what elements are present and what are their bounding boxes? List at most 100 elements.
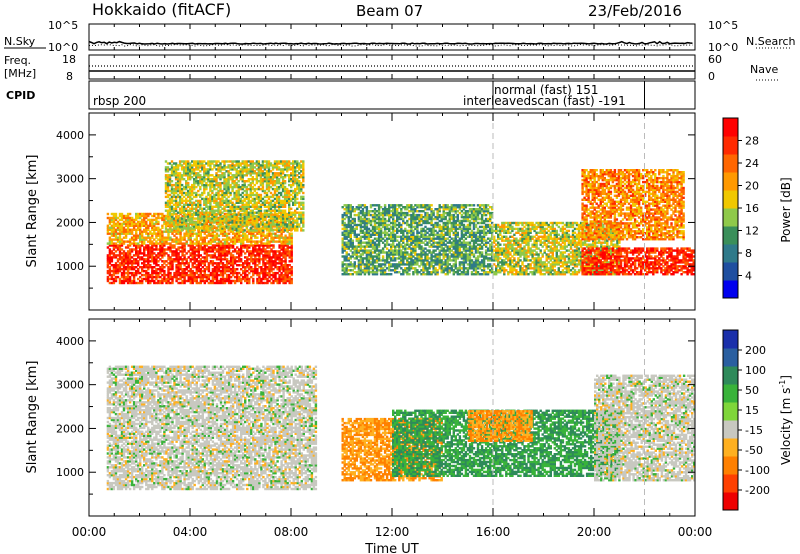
- heatmap-cell: [108, 273, 112, 277]
- heatmap-cell: [213, 178, 216, 181]
- heatmap-cell: [172, 199, 176, 203]
- heatmap-cell: [179, 234, 182, 237]
- heatmap-cell: [298, 205, 301, 208]
- heatmap-cell: [375, 259, 379, 262]
- heatmap-cell: [170, 213, 174, 216]
- heatmap-cell: [112, 228, 116, 231]
- heatmap-cell: [183, 244, 186, 247]
- heatmap-cell: [207, 168, 210, 171]
- heatmap-cell: [118, 264, 122, 267]
- heatmap-cell: [275, 176, 279, 179]
- heatmap-cell: [288, 176, 291, 179]
- heatmap-cell: [396, 243, 399, 246]
- heatmap-cell: [237, 191, 240, 195]
- heatmap-cell: [235, 227, 238, 230]
- heatmap-cell: [153, 266, 156, 269]
- heatmap-cell: [367, 231, 371, 234]
- heatmap-cell: [279, 205, 283, 208]
- heatmap-cell: [274, 275, 277, 279]
- heatmap-cell: [189, 221, 192, 224]
- heatmap-cell: [183, 254, 186, 257]
- heatmap-cell: [219, 219, 222, 222]
- heatmap-cell: [377, 243, 381, 246]
- heatmap-cell: [176, 229, 180, 232]
- heatmap-cell: [383, 265, 387, 268]
- heatmap-cell: [185, 227, 188, 230]
- heatmap-cell: [219, 181, 222, 185]
- heatmap-cell: [375, 227, 379, 231]
- heatmap-cell: [373, 215, 377, 219]
- heatmap-cell: [233, 275, 237, 279]
- heatmap-cell: [347, 247, 350, 250]
- heatmap-cell: [221, 262, 225, 265]
- heatmap-cell: [388, 217, 391, 221]
- heatmap-cell: [233, 217, 236, 220]
- heatmap-cell: [143, 258, 146, 261]
- heatmap-cell: [229, 262, 233, 265]
- heatmap-cell: [215, 215, 218, 218]
- heatmap-cell: [223, 174, 226, 177]
- heatmap-cell: [261, 172, 265, 175]
- heatmap-cell: [298, 203, 301, 206]
- heatmap-cell: [390, 237, 393, 240]
- heatmap-cell: [221, 246, 225, 249]
- heatmap-cell: [128, 266, 132, 269]
- heatmap-cell: [227, 166, 230, 169]
- heatmap-cell: [233, 197, 236, 201]
- heatmap-cell: [170, 160, 174, 163]
- heatmap-cell: [201, 193, 204, 197]
- heatmap-cell: [243, 170, 246, 173]
- heatmap-cell: [143, 238, 146, 241]
- heatmap-cell: [124, 262, 128, 265]
- heatmap-cell: [161, 248, 164, 251]
- heatmap-cell: [296, 170, 299, 173]
- heatmap-cell: [145, 232, 148, 235]
- heatmap-cell: [203, 166, 206, 169]
- heatmap-cell: [233, 232, 237, 235]
- heatmap-cell: [252, 260, 255, 263]
- heatmap-cell: [375, 267, 379, 270]
- heatmap-cell: [294, 191, 297, 195]
- heatmap-cell: [290, 232, 293, 235]
- heatmap-cell: [225, 277, 229, 281]
- heatmap-cell: [223, 216, 227, 220]
- heatmap-cell: [177, 268, 180, 271]
- heatmap-cell: [201, 197, 204, 201]
- heatmap-cell: [145, 273, 148, 277]
- heatmap-cell: [385, 211, 389, 215]
- heatmap-cell: [371, 267, 375, 270]
- cpid-entry-rbsp: rbsp 200: [93, 94, 146, 108]
- heatmap-cell: [170, 191, 174, 195]
- heatmap-cell: [264, 268, 267, 271]
- heatmap-cell: [253, 229, 256, 232]
- heatmap-cell: [390, 253, 393, 256]
- heatmap-cell: [246, 275, 249, 279]
- heatmap-cell: [203, 164, 206, 167]
- heatmap-cell: [373, 265, 377, 268]
- heatmap-cell: [369, 241, 373, 244]
- heatmap-cell: [270, 273, 273, 277]
- heatmap-cell: [195, 254, 198, 257]
- heatmap-cell: [172, 162, 176, 165]
- heatmap-cell: [278, 260, 281, 263]
- heatmap-cell: [153, 230, 156, 233]
- heatmap-cell: [373, 237, 377, 240]
- heatmap-cell: [166, 213, 170, 216]
- heatmap-cell: [249, 168, 252, 171]
- heatmap-cell: [155, 234, 158, 237]
- heatmap-cell: [201, 273, 204, 277]
- heatmap-cell: [168, 174, 172, 177]
- heatmap-cell: [238, 218, 241, 222]
- heatmap-cell: [298, 187, 301, 191]
- heatmap-cell: [209, 281, 213, 285]
- heatmap-cell: [172, 221, 176, 224]
- heatmap-cell: [284, 220, 287, 224]
- heatmap-cell: [159, 228, 162, 231]
- heatmap-cell: [345, 255, 348, 258]
- heatmap-cell: [273, 225, 277, 228]
- heatmap-cell: [390, 243, 393, 246]
- heatmap-cell: [256, 232, 259, 235]
- heatmap-cell: [167, 236, 170, 239]
- heatmap-cell: [225, 226, 229, 229]
- heatmap-cell: [181, 258, 184, 261]
